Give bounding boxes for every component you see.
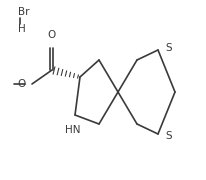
Text: Br: Br [18,7,29,17]
Text: S: S [164,43,171,53]
Text: S: S [164,131,171,141]
Text: O: O [48,30,56,40]
Text: H: H [18,24,26,34]
Text: O: O [18,79,26,89]
Text: HN: HN [65,125,80,135]
